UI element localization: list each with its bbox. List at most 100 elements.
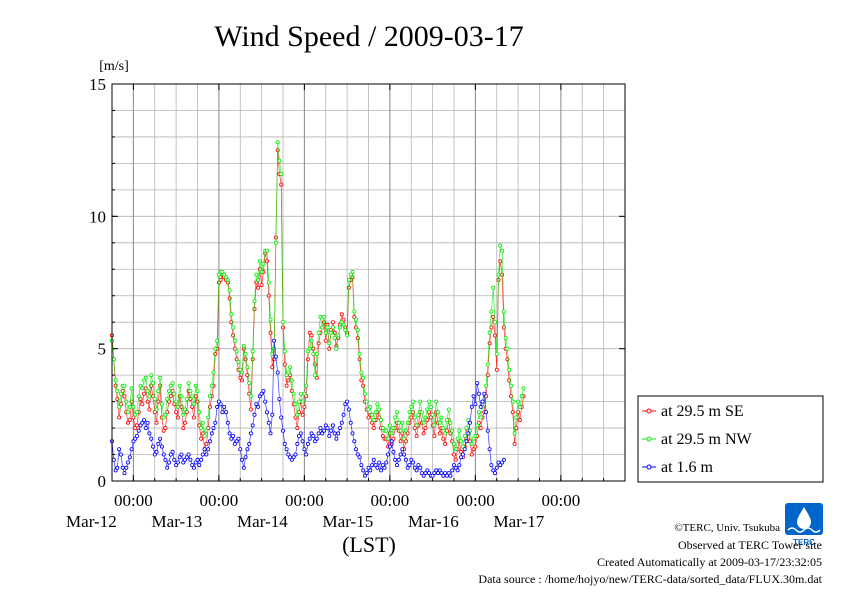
data-point — [476, 391, 481, 396]
data-point — [174, 410, 179, 415]
data-point — [409, 404, 414, 409]
data-point — [280, 428, 285, 433]
footer-created: Created Automatically at 2009-03-17/23:3… — [597, 555, 822, 569]
data-point — [437, 420, 442, 425]
data-point — [512, 431, 517, 436]
data-point — [115, 388, 120, 393]
y-tick-label: 5 — [98, 340, 107, 359]
data-point — [165, 396, 170, 401]
data-point — [334, 436, 339, 441]
data-point — [195, 388, 200, 393]
data-point — [418, 399, 423, 404]
data-point — [238, 447, 243, 452]
data-point — [175, 460, 180, 465]
grid — [112, 84, 625, 481]
data-point — [304, 452, 309, 457]
data-point — [291, 455, 296, 460]
y-tick-label: 0 — [98, 472, 107, 491]
data-point — [202, 447, 207, 452]
data-point — [138, 423, 143, 428]
data-point — [370, 420, 375, 425]
data-point — [161, 415, 166, 420]
data-point — [316, 431, 321, 436]
data-point — [223, 410, 228, 415]
footer-source: Data source : /home/hojyo/new/TERC-data/… — [478, 572, 822, 586]
data-point — [380, 463, 385, 468]
data-point — [204, 441, 209, 446]
data-point — [425, 468, 430, 473]
data-point — [357, 357, 362, 362]
data-point — [421, 473, 426, 478]
data-point — [163, 412, 168, 417]
data-point — [329, 330, 334, 335]
data-point — [284, 447, 289, 452]
series-1 — [110, 148, 526, 462]
data-point — [126, 420, 131, 425]
data-point — [407, 410, 412, 415]
data-point — [174, 399, 179, 404]
data-point — [129, 447, 134, 452]
data-point — [361, 468, 366, 473]
data-point — [134, 410, 139, 415]
data-point — [257, 394, 262, 399]
data-point — [152, 396, 157, 401]
data-point — [199, 436, 204, 441]
data-point — [366, 465, 371, 470]
data-point — [396, 457, 401, 462]
water-drop-icon — [797, 507, 811, 529]
legend-box — [637, 395, 824, 483]
data-point — [181, 412, 186, 417]
data-point — [494, 465, 499, 470]
data-point — [345, 333, 350, 338]
data-point — [131, 439, 136, 444]
data-point — [126, 410, 131, 415]
data-point — [131, 404, 136, 409]
logo-text: TERC — [793, 538, 815, 547]
data-point — [206, 415, 211, 420]
data-point — [314, 436, 319, 441]
data-point — [140, 402, 145, 407]
data-point — [393, 415, 398, 420]
data-point — [355, 328, 360, 333]
data-point — [304, 394, 309, 399]
data-point — [450, 468, 455, 473]
data-point — [466, 431, 471, 436]
data-point — [118, 452, 123, 457]
data-point — [111, 457, 116, 462]
data-point — [403, 428, 408, 433]
data-point — [295, 412, 300, 417]
data-point — [145, 399, 150, 404]
data-point — [309, 431, 314, 436]
data-point — [159, 402, 164, 407]
data-point — [248, 394, 253, 399]
data-point — [323, 330, 328, 335]
data-point — [293, 415, 298, 420]
data-point — [261, 261, 266, 266]
data-point — [172, 402, 177, 407]
data-point — [473, 444, 478, 449]
data-point — [215, 338, 220, 343]
data-point — [117, 447, 122, 452]
data-point — [320, 325, 325, 330]
data-point — [149, 373, 154, 378]
data-point — [126, 460, 131, 465]
data-point — [373, 463, 378, 468]
data-point — [138, 383, 143, 388]
data-point — [450, 428, 455, 433]
data-point — [191, 465, 196, 470]
legend: at 29.5 m SE at 29.5 m NW at 1.6 m — [637, 395, 824, 483]
y-tick-label: 15 — [89, 75, 106, 94]
data-point — [177, 455, 182, 460]
data-point — [268, 317, 273, 322]
data-point — [264, 259, 269, 264]
data-point — [154, 407, 159, 412]
data-point — [211, 426, 216, 431]
data-point — [218, 277, 223, 282]
data-point — [469, 404, 474, 409]
data-point — [140, 386, 145, 391]
data-point — [266, 293, 271, 298]
data-point — [134, 433, 139, 438]
data-point — [127, 418, 132, 423]
data-point — [304, 383, 309, 388]
